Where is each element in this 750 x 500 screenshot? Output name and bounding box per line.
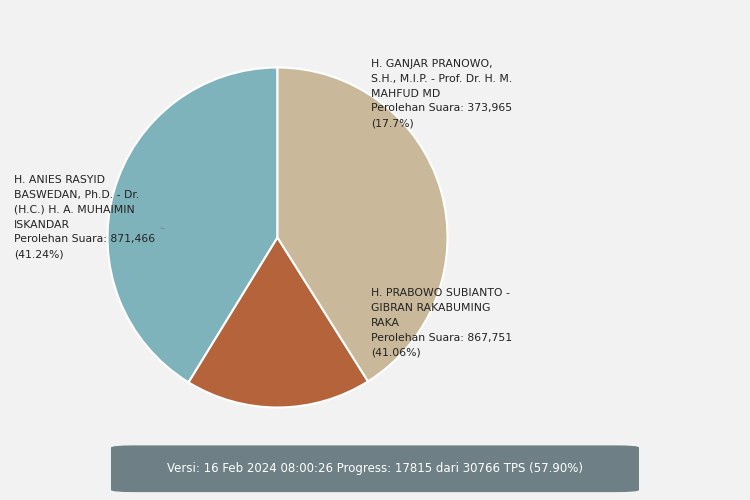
FancyBboxPatch shape xyxy=(111,446,639,492)
Text: H. ANIES RASYID
BASWEDAN, Ph.D. - Dr.
(H.C.) H. A. MUHAIMIN
ISKANDAR
Perolehan S: H. ANIES RASYID BASWEDAN, Ph.D. - Dr. (H… xyxy=(14,175,164,259)
Text: H. PRABOWO SUBIANTO -
GIBRAN RAKABUMING
RAKA
Perolehan Suara: 867,751
(41.06%): H. PRABOWO SUBIANTO - GIBRAN RAKABUMING … xyxy=(371,288,512,358)
Text: H. GANJAR PRANOWO,
S.H., M.I.P. - Prof. Dr. H. M.
MAHFUD MD
Perolehan Suara: 373: H. GANJAR PRANOWO, S.H., M.I.P. - Prof. … xyxy=(371,59,512,128)
Wedge shape xyxy=(107,68,278,382)
Wedge shape xyxy=(278,68,448,382)
Text: Versi: 16 Feb 2024 08:00:26 Progress: 17815 dari 30766 TPS (57.90%): Versi: 16 Feb 2024 08:00:26 Progress: 17… xyxy=(167,462,583,475)
Wedge shape xyxy=(188,238,368,408)
